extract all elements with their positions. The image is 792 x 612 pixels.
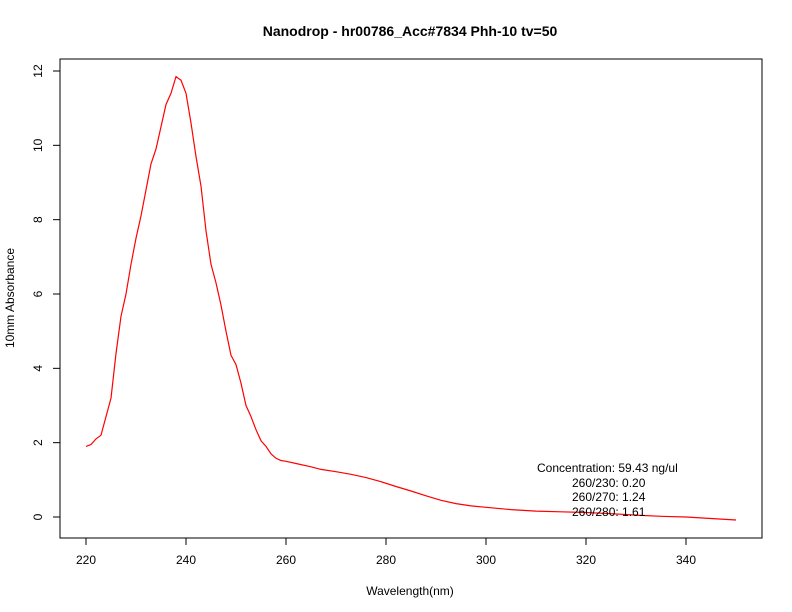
ratio-260-230-note: 260/230: 0.20	[572, 476, 646, 490]
annotation-block: Concentration: 59.43 ng/ul 260/230: 0.20…	[537, 461, 678, 519]
y-tick-label: 0	[31, 513, 45, 520]
x-tick-label: 340	[676, 553, 696, 567]
absorbance-series-line	[85, 75, 737, 521]
chart-title: Nanodrop - hr00786_Acc#7834 Phh-10 tv=50	[263, 23, 558, 39]
y-tick-label: 8	[31, 216, 45, 223]
x-tick-label: 240	[176, 553, 196, 567]
series-layer	[85, 75, 737, 521]
y-axis-label: 10mm Absorbance	[3, 248, 17, 348]
x-tick-label: 320	[576, 553, 596, 567]
y-axis: 0 2 4 6 8 10 12	[31, 64, 61, 520]
y-tick-label: 10	[31, 138, 45, 152]
y-tick-label: 6	[31, 290, 45, 297]
y-tick-label: 2	[31, 439, 45, 446]
ratio-260-280-note: 260/280: 1.61	[572, 505, 646, 519]
x-tick-label: 300	[476, 553, 496, 567]
x-tick-label: 260	[276, 553, 296, 567]
concentration-note: Concentration: 59.43 ng/ul	[537, 461, 678, 475]
x-tick-label: 280	[376, 553, 396, 567]
ratio-260-270-note: 260/270: 1.24	[572, 490, 646, 504]
y-tick-label: 4	[31, 365, 45, 372]
y-tick-label: 12	[31, 64, 45, 78]
x-axis-label: Wavelength(nm)	[366, 584, 454, 598]
x-axis: 220 240 260 280 300 320 340	[76, 537, 696, 567]
x-tick-label: 220	[76, 553, 96, 567]
